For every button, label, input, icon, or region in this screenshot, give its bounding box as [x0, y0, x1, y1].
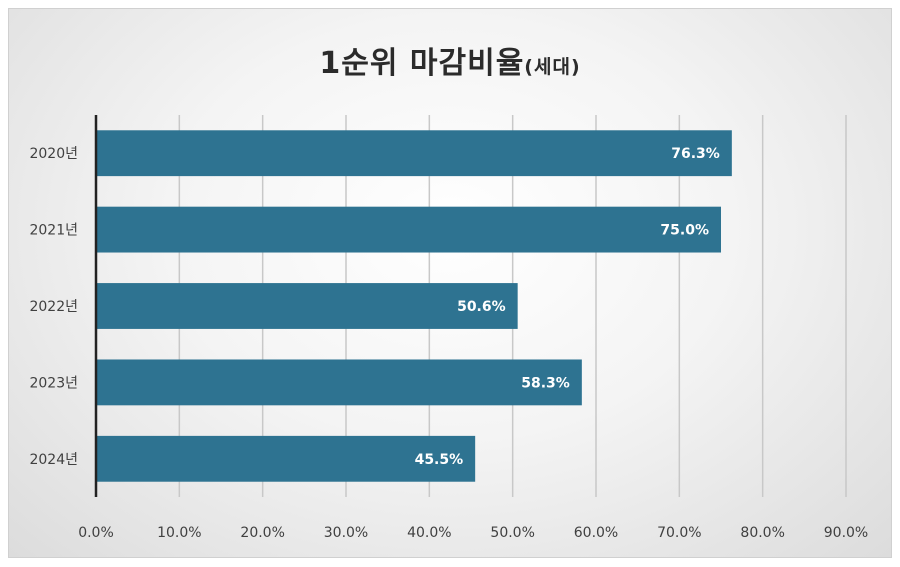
bar	[96, 435, 476, 482]
y-category-label: 2023년	[29, 375, 78, 391]
x-tick-label: 90.0%	[824, 525, 868, 541]
data-label: 76.3%	[671, 146, 720, 162]
y-category-label: 2020년	[29, 146, 78, 162]
chart-title-suffix: (세대)	[524, 56, 581, 78]
data-label: 50.6%	[457, 299, 506, 315]
x-tick-label: 80.0%	[740, 525, 784, 541]
bar	[96, 206, 721, 253]
data-label: 75.0%	[660, 223, 709, 239]
x-tick-label: 60.0%	[574, 525, 618, 541]
bar	[96, 283, 518, 329]
x-tick-label: 10.0%	[157, 525, 201, 541]
x-tick-label: 40.0%	[407, 525, 451, 541]
bar	[96, 359, 582, 406]
y-category-label: 2022년	[29, 299, 78, 315]
y-category-label: 2021년	[29, 223, 78, 239]
bars: 76.3% 75.0% 50.6% 58.3% 45.5%	[96, 130, 732, 482]
bar	[96, 130, 732, 177]
x-tick-label: 70.0%	[657, 525, 701, 541]
axes: 0.0% 10.0% 20.0% 30.0% 40.0% 50.0% 60.0% 70.0% 8…	[29, 115, 868, 541]
y-category-label: 2024년	[29, 452, 78, 468]
x-tick-label: 20.0%	[240, 525, 284, 541]
x-tick-label: 50.0%	[490, 525, 534, 541]
data-label: 45.5%	[415, 452, 464, 468]
x-tick-label: 0.0%	[78, 525, 114, 541]
chart-title-main: 1순위 마감비율	[319, 46, 525, 81]
chart-title: 1순위 마감비율(세대)	[0, 38, 900, 82]
x-tick-label: 30.0%	[324, 525, 368, 541]
data-label: 58.3%	[521, 375, 570, 391]
